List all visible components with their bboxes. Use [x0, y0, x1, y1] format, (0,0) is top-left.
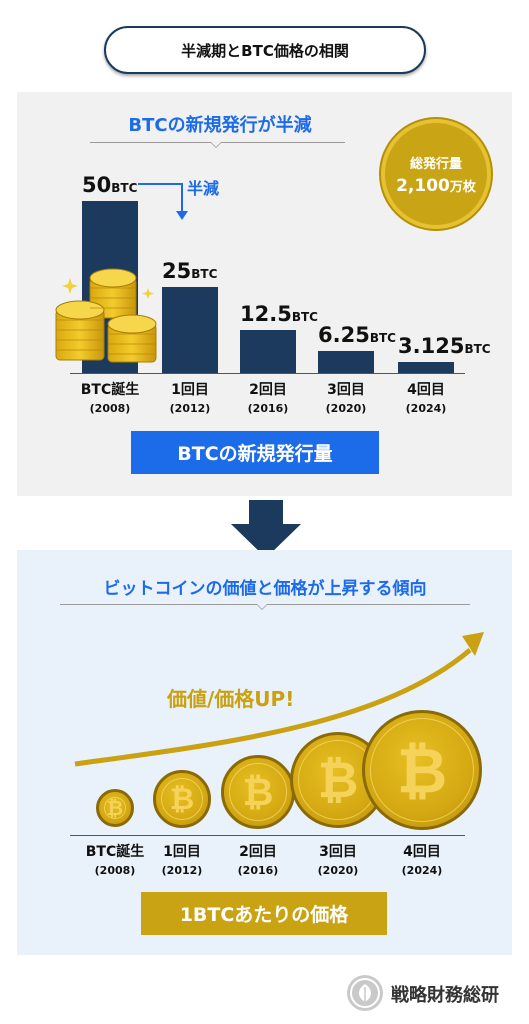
- price-x-name: 1回目: [163, 844, 201, 860]
- rising-trend-arrow-icon: [74, 632, 484, 767]
- price-up-label: 価値/価格UP!: [167, 687, 295, 711]
- x-tick-label: 1回目 (2012): [150, 379, 230, 415]
- total-supply-value: 2,100万枚: [396, 176, 476, 196]
- bar-value-label: 6.25BTC: [318, 323, 396, 347]
- bar-value: 6.25: [318, 323, 370, 347]
- bar: [162, 287, 218, 373]
- issuance-heading: BTCの新規発行が半減: [128, 115, 312, 136]
- x-tick-name: 1回目: [171, 382, 209, 398]
- brand-name: 戦略財務総研: [391, 985, 499, 1006]
- bar: [240, 330, 296, 373]
- bar-value-label: 3.125BTC: [398, 334, 491, 358]
- price-x-year: (2012): [161, 864, 203, 877]
- bar-value-unit: BTC: [464, 342, 491, 356]
- bar-value-unit: BTC: [191, 267, 218, 281]
- total-supply-label: 総発行量: [409, 156, 462, 172]
- bar-value: 3.125: [398, 334, 465, 358]
- bitcoin-coin-icon: ₿: [362, 710, 482, 830]
- bar: [398, 362, 454, 373]
- issuance-heading-pointer-fill: [211, 142, 221, 147]
- price-baseline: [70, 835, 465, 836]
- price-heading: ビットコインの価値と価格が上昇する傾向: [103, 579, 427, 599]
- total-supply-amount: 2,100: [396, 175, 450, 196]
- bar-value: 12.5: [240, 302, 292, 326]
- price-x-year: (2008): [94, 864, 136, 877]
- x-tick-year: (2016): [247, 402, 289, 415]
- bitcoin-coin-icon: ₿: [96, 789, 134, 827]
- halving-label: 半減: [187, 179, 220, 198]
- price-x-year: (2020): [317, 864, 359, 877]
- halving-arrow-icon: [138, 183, 188, 220]
- x-tick-year: (2008): [89, 402, 131, 415]
- coin-stack-icon: [55, 268, 157, 363]
- issuance-badge: BTCの新規発行量: [131, 431, 379, 474]
- bitcoin-symbol: ₿: [106, 795, 124, 820]
- x-tick-label: 4回目 (2024): [386, 379, 466, 415]
- bar-value-label: 25BTC: [162, 259, 217, 283]
- bitcoin-symbol: ₿: [396, 733, 448, 807]
- bar-value: 25: [162, 259, 192, 283]
- bar-value-label: 12.5BTC: [240, 302, 318, 326]
- bar-value: 50: [82, 173, 112, 197]
- price-x-name: 3回目: [319, 844, 357, 860]
- brand-logo-icon: [347, 975, 383, 1011]
- down-arrow-icon: [231, 500, 301, 558]
- price-x-label: 2回目 (2016): [218, 841, 298, 877]
- x-tick-name: 4回目: [407, 382, 445, 398]
- x-tick-name: 3回目: [327, 382, 365, 398]
- bar-value-unit: BTC: [111, 181, 138, 195]
- price-x-label: BTC誕生 (2008): [75, 841, 155, 877]
- price-x-name: BTC誕生: [85, 844, 145, 860]
- x-tick-year: (2012): [169, 402, 211, 415]
- total-supply-coin: 総発行量 2,100万枚: [381, 119, 491, 229]
- price-x-name: 2回目: [239, 844, 277, 860]
- price-x-label: 1回目 (2012): [142, 841, 222, 877]
- total-supply-unit: 万枚: [449, 179, 476, 195]
- x-tick-name: 2回目: [249, 382, 287, 398]
- bitcoin-symbol: ₿: [169, 781, 195, 817]
- price-badge: 1BTCあたりの価格: [141, 892, 387, 935]
- x-tick-label: 3回目 (2020): [306, 379, 386, 415]
- x-tick-year: (2020): [325, 402, 367, 415]
- price-x-label: 3回目 (2020): [298, 841, 378, 877]
- x-tick-label: BTC誕生 (2008): [70, 379, 150, 415]
- x-tick-label: 2回目 (2016): [228, 379, 308, 415]
- bitcoin-symbol: ₿: [317, 751, 359, 809]
- bar-value-unit: BTC: [291, 310, 318, 324]
- x-tick-year: (2024): [405, 402, 447, 415]
- leaf-icon: [350, 978, 380, 1008]
- bar-value-unit: BTC: [369, 331, 396, 345]
- bar: [318, 351, 374, 373]
- x-tick-name: BTC誕生: [80, 382, 140, 398]
- price-x-year: (2016): [237, 864, 279, 877]
- bitcoin-coin-icon: ₿: [221, 755, 295, 829]
- price-x-name: 4回目: [403, 844, 441, 860]
- price-heading-pointer-fill: [257, 604, 267, 609]
- bitcoin-coin-icon: ₿: [153, 770, 211, 828]
- bitcoin-symbol: ₿: [242, 769, 274, 814]
- page-title: 半減期とBTC価格の相関: [104, 26, 426, 74]
- chart-baseline: [70, 373, 465, 374]
- bar-value-label: 50BTC: [82, 173, 137, 197]
- price-x-year: (2024): [401, 864, 443, 877]
- price-x-label: 4回目 (2024): [382, 841, 462, 877]
